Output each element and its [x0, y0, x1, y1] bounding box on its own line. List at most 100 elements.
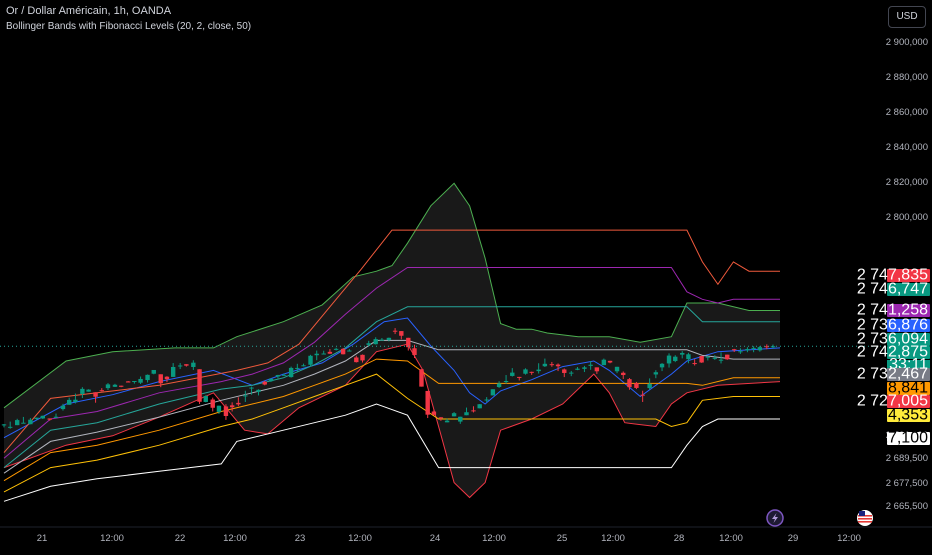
time-axis-label: 23 — [295, 533, 306, 544]
candle-body — [555, 364, 561, 367]
series-line-fib-0-786 — [3, 267, 780, 459]
candle — [197, 369, 202, 405]
price-tag-label: 2 742,875 — [857, 344, 928, 361]
candle-body — [770, 346, 776, 348]
candle — [503, 375, 509, 384]
candle — [191, 360, 196, 370]
candle — [601, 358, 607, 366]
price-axis-label: 2 689,500 — [886, 453, 928, 464]
candle — [379, 338, 385, 341]
candle — [680, 351, 685, 359]
price-tag: 2 728,841 — [857, 380, 930, 397]
candle-body — [614, 366, 620, 372]
candle-body — [549, 364, 555, 366]
candle — [138, 376, 143, 385]
candle-body — [464, 412, 469, 416]
currency-button[interactable]: USD — [888, 6, 926, 28]
candle-body — [725, 354, 730, 360]
price-axis-label: 2 820,000 — [886, 177, 928, 188]
candle — [93, 392, 98, 403]
time-axis-label: 12:00 — [100, 533, 124, 544]
candle — [659, 363, 665, 372]
candle-body — [158, 374, 163, 384]
price-axis-label: 2 665,500 — [886, 501, 928, 512]
candle — [99, 388, 104, 392]
candle — [406, 337, 411, 351]
price-axis-label: 2 900,000 — [886, 37, 928, 48]
indicator-legend[interactable]: Bollinger Bands with Fibonacci Levels (2… — [6, 21, 252, 32]
price-tag-label: 2 728,841 — [857, 380, 928, 397]
price-tag: 2 727,005 — [857, 393, 930, 410]
candle — [673, 355, 678, 363]
candle-body — [191, 362, 196, 367]
candle-body — [347, 350, 352, 352]
candle-body — [243, 395, 248, 397]
candle — [575, 366, 580, 371]
candle — [419, 369, 424, 387]
candle-body — [496, 383, 502, 387]
series-line-upper — [3, 182, 780, 409]
candle — [373, 337, 378, 345]
candle — [569, 370, 574, 377]
candle — [471, 406, 476, 413]
candle-body — [60, 405, 66, 410]
price-tag: 2 717,100 — [857, 430, 930, 447]
candle — [164, 376, 170, 383]
candle — [229, 402, 235, 412]
candle — [177, 363, 183, 370]
candle-body — [718, 359, 724, 361]
candle-body — [575, 368, 580, 370]
candle — [653, 370, 659, 379]
candle-body — [28, 419, 33, 425]
flash-icon[interactable] — [766, 509, 784, 527]
candle — [757, 346, 763, 352]
time-axis-label: 12:00 — [223, 533, 247, 544]
chart-title: Or / Dollar Américain, 1h, OANDA — [6, 5, 172, 17]
series-line-basis — [3, 317, 781, 439]
candle-body — [627, 379, 632, 388]
candle — [14, 418, 20, 426]
candle-body — [86, 389, 91, 392]
candle — [627, 378, 632, 390]
candle-body — [640, 394, 645, 396]
candle-body — [705, 356, 711, 358]
candle-body — [419, 369, 424, 387]
candle-body — [471, 410, 476, 412]
candle — [360, 354, 365, 363]
price-tag-bg — [887, 368, 930, 381]
candle-body — [444, 420, 450, 423]
candle-body — [536, 369, 541, 372]
candle — [210, 397, 215, 412]
candle-body — [542, 363, 548, 367]
time-axis[interactable]: 21 12:00 22 12:00 23 12:00 24 12:00 25 12:00 28 12:… — [0, 526, 932, 544]
candle — [21, 416, 26, 424]
candle — [745, 347, 750, 353]
price-tag-bg — [887, 269, 930, 282]
candle — [431, 409, 437, 416]
candle — [536, 363, 541, 374]
time-axis-label: 12:00 — [601, 533, 625, 544]
candle-body — [634, 383, 639, 388]
candle — [40, 415, 45, 419]
candle — [249, 386, 254, 395]
price-tag-label: 2 746,747 — [857, 281, 928, 298]
candle — [699, 355, 704, 363]
candle — [640, 390, 645, 402]
candle — [555, 363, 561, 372]
candle — [517, 376, 522, 381]
candle-body — [34, 417, 39, 419]
candle — [477, 404, 482, 409]
candle-body — [262, 381, 267, 385]
price-axis-label: 2 677,500 — [886, 478, 928, 489]
candle-body — [321, 353, 326, 355]
candle — [725, 354, 730, 360]
candle — [184, 364, 189, 367]
price-tag-bg — [887, 382, 930, 395]
candle — [333, 347, 339, 351]
us-flag-icon[interactable] — [857, 510, 873, 526]
candle-body — [406, 337, 411, 348]
candle — [490, 389, 496, 396]
candle-body — [340, 348, 346, 355]
